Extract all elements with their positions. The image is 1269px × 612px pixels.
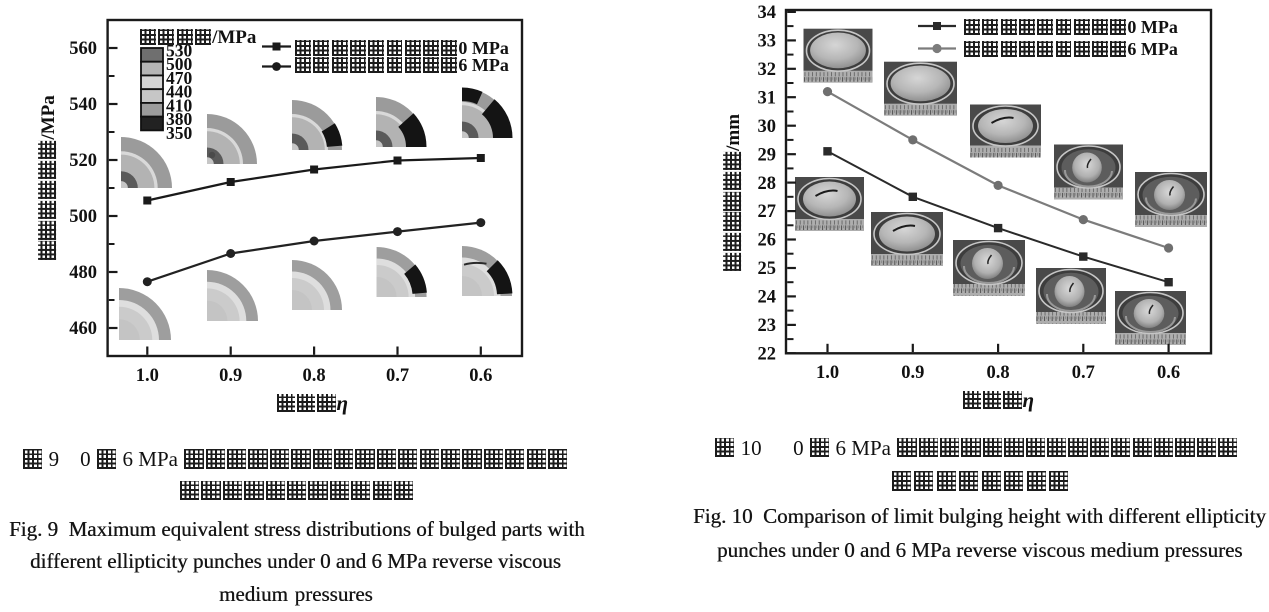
svg-text:0.7: 0.7 xyxy=(386,366,409,386)
svg-text:0.9: 0.9 xyxy=(219,366,242,386)
svg-text:33: 33 xyxy=(758,32,777,52)
svg-text:560: 560 xyxy=(69,39,97,59)
svg-text:32: 32 xyxy=(758,60,777,80)
svg-text:520: 520 xyxy=(69,151,97,171)
svg-text:25: 25 xyxy=(758,259,777,279)
svg-text:0.9: 0.9 xyxy=(901,363,924,383)
svg-text:30: 30 xyxy=(758,117,777,137)
svg-text:0.6: 0.6 xyxy=(469,366,492,386)
svg-text:1.0: 1.0 xyxy=(816,363,839,383)
svg-text:22: 22 xyxy=(758,345,777,365)
svg-text:28: 28 xyxy=(758,174,777,194)
svg-text:500: 500 xyxy=(166,54,193,74)
svg-text:440: 440 xyxy=(166,82,193,102)
svg-text:350: 350 xyxy=(166,123,193,143)
svg-text:0.8: 0.8 xyxy=(303,366,326,386)
svg-text:0.7: 0.7 xyxy=(1072,363,1095,383)
svg-text:410: 410 xyxy=(166,95,193,115)
svg-text:27: 27 xyxy=(758,202,777,222)
svg-text:540: 540 xyxy=(69,95,97,115)
svg-text:31: 31 xyxy=(758,89,777,109)
svg-text:460: 460 xyxy=(69,319,97,339)
svg-text:0.6: 0.6 xyxy=(1157,363,1180,383)
svg-text:23: 23 xyxy=(758,316,777,336)
svg-text:34: 34 xyxy=(758,3,777,23)
svg-text:1.0: 1.0 xyxy=(136,366,159,386)
svg-text:26: 26 xyxy=(758,231,777,251)
svg-text:24: 24 xyxy=(758,288,777,308)
svg-text:470: 470 xyxy=(166,68,193,88)
svg-text:29: 29 xyxy=(758,145,777,165)
svg-text:480: 480 xyxy=(69,263,97,283)
svg-text:380: 380 xyxy=(166,109,193,129)
svg-text:530: 530 xyxy=(166,41,193,61)
svg-text:0.8: 0.8 xyxy=(987,363,1010,383)
svg-text:500: 500 xyxy=(69,207,97,227)
